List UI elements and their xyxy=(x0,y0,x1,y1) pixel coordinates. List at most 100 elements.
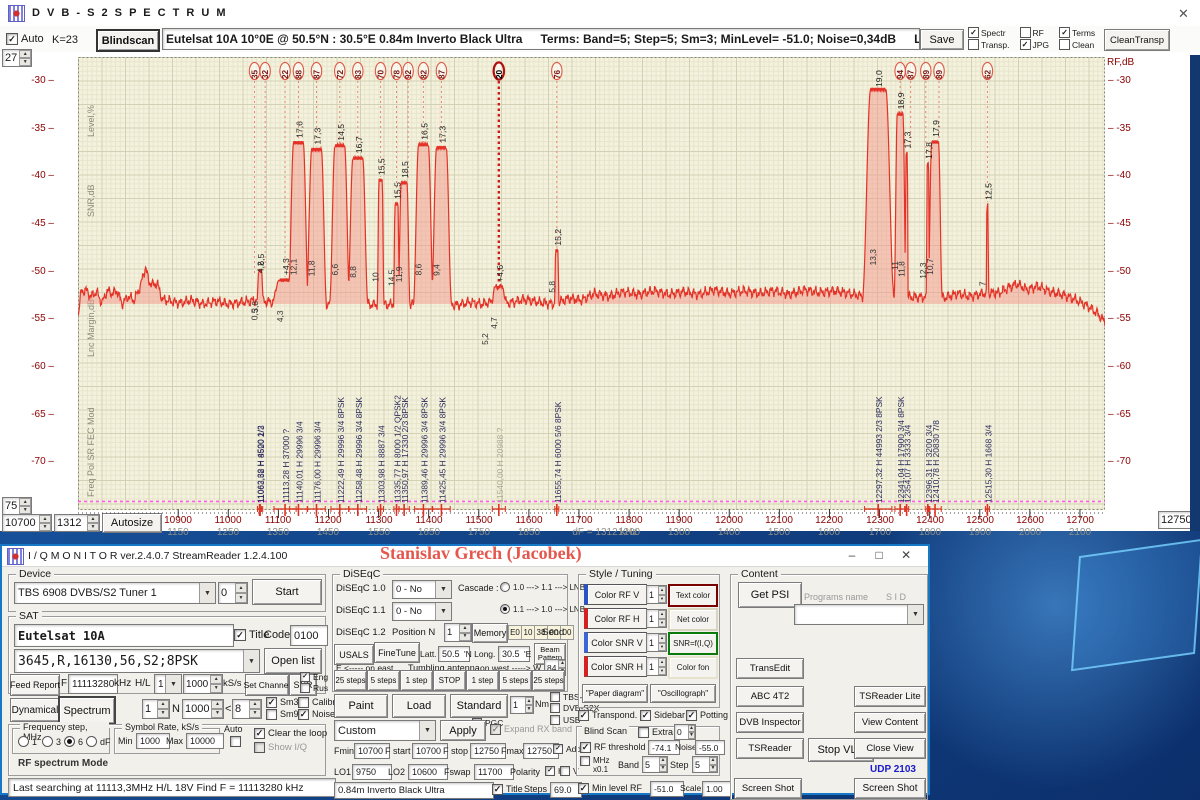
step-spinner-iq[interactable]: 5 ▲ ▼ xyxy=(692,756,718,773)
add-checkbox[interactable]: ✓ Add xyxy=(553,744,581,754)
n2-spinner[interactable]: 1000 ▲ ▼ xyxy=(182,699,224,719)
set-channel-button[interactable]: Set Channel xyxy=(244,674,290,696)
dvbs2x-checkbox[interactable]: DVB-S2X xyxy=(550,703,599,713)
blindscan-button[interactable]: Blindscan xyxy=(96,29,160,52)
cleantransp-button[interactable]: CleanTransp xyxy=(1104,29,1170,51)
color-index-spinner-2[interactable]: 1 ▲ ▼ xyxy=(646,633,667,652)
minimize-icon[interactable]: – xyxy=(848,548,856,562)
content-button-abc-4t2[interactable]: ABC 4T2 xyxy=(736,686,804,707)
band-spinner[interactable]: 5 ▲ ▼ xyxy=(642,756,668,773)
color-button-1[interactable]: Color RF H xyxy=(584,608,647,629)
style-right-button-2[interactable]: SNR=f(I,Q) xyxy=(668,632,718,655)
step-spinner[interactable]: 1312 ▲ ▼ xyxy=(54,514,100,532)
noise-field[interactable]: -55.0 xyxy=(695,740,725,755)
sr-min-field[interactable]: 1000 xyxy=(136,733,170,749)
bottom-scale-spinner[interactable]: 75 ▲ ▼ xyxy=(2,497,32,515)
spectrum-button[interactable]: Spectrum xyxy=(58,696,116,725)
min-level-field[interactable]: -51.0 xyxy=(650,781,684,797)
step-button-3[interactable]: STOP xyxy=(433,670,466,691)
color-button-2[interactable]: Color SNR V xyxy=(584,632,647,653)
style-right-button-0[interactable]: Text color xyxy=(668,584,718,607)
expand-rx-checkbox[interactable]: ✓ Expand RX band xyxy=(490,724,573,735)
memory-button[interactable]: Memory xyxy=(472,623,508,643)
content-button-dvb-inspector[interactable]: DVB Inspector xyxy=(736,712,804,733)
freq-step-radio-dF[interactable]: dF xyxy=(86,736,111,747)
rf-threshold-field[interactable]: -74.1 xyxy=(648,740,680,755)
color-button-0[interactable]: Color RF V xyxy=(584,584,647,605)
auto-sr-checkbox[interactable] xyxy=(230,736,241,747)
diseqc-byte-1[interactable]: 10 xyxy=(521,625,535,640)
show-iq-checkbox[interactable]: Show I/Q xyxy=(254,742,307,753)
step-button-2[interactable]: 1 step xyxy=(400,670,433,691)
up-arrow-icon[interactable]: ▲ xyxy=(658,658,666,667)
eng-checkbox[interactable]: ✓ Eng xyxy=(300,672,328,682)
fmin-spinner[interactable]: 10700 ▲ ▼ xyxy=(2,514,52,532)
steps-field[interactable]: 69.0 xyxy=(550,782,582,798)
n3-spinner[interactable]: 8 ▲ ▼ xyxy=(232,699,262,719)
diseqc-byte-4[interactable]: 00 xyxy=(560,625,574,640)
nm-spinner[interactable]: 1 ▲ ▼ xyxy=(510,696,534,714)
code-field[interactable]: 0100 xyxy=(290,625,328,646)
content-button-tsreader[interactable]: TSReader xyxy=(736,738,804,759)
channel-combo[interactable]: 3645,R,16130,56,S2;8PSK ▼ xyxy=(14,649,260,673)
toolbar-check-spectr[interactable]: ✓ Spectr xyxy=(968,27,1010,38)
dish-title-checkbox[interactable]: ✓ Title xyxy=(492,784,523,795)
screen-shot-right-button[interactable]: Screen Shot xyxy=(854,778,926,799)
color-index-spinner-3[interactable]: 1 ▲ ▼ xyxy=(646,657,667,676)
frequency-field[interactable]: 11113280 xyxy=(68,674,118,694)
potting-checkbox[interactable]: ✓ Potting xyxy=(686,710,729,721)
extra-spinner[interactable]: 0 ▲ ▼ xyxy=(674,724,696,740)
toolbar-check-jpg[interactable]: ✓ JPG xyxy=(1019,39,1049,50)
diseqc-byte-2[interactable]: 38 xyxy=(534,625,548,640)
calibr-checkbox[interactable]: Calibr xyxy=(298,697,336,708)
color-index-spinner-1[interactable]: 1 ▲ ▼ xyxy=(646,609,667,628)
toolbar-check-rf[interactable]: RF xyxy=(1019,27,1050,38)
extra-checkbox[interactable]: Extra xyxy=(638,727,673,738)
content-button-view-content[interactable]: View Content xyxy=(854,712,926,733)
noise-checkbox[interactable]: ✓ Noise xyxy=(298,709,336,720)
mhz-checkbox[interactable]: MHz x0.1 xyxy=(580,756,614,774)
dynamical-button[interactable]: Dynamical xyxy=(10,698,60,722)
toolbar-check-transp[interactable]: Transp. xyxy=(968,39,1010,50)
title-checkbox[interactable]: ✓ Title xyxy=(234,629,269,641)
finetune-button[interactable]: FineTune xyxy=(374,642,420,663)
top-scale-spinner[interactable]: 27 ▲ ▼ xyxy=(2,49,32,67)
sr-spinner[interactable]: 1000 ▲ ▼ xyxy=(183,674,223,694)
style-right-button-3[interactable]: Color fon xyxy=(668,656,718,679)
step-button-6[interactable]: 25 steps xyxy=(532,670,565,691)
paint-button[interactable]: Paint xyxy=(334,694,388,718)
position-spinner[interactable]: 1 ▲ ▼ xyxy=(444,623,472,642)
clear-loop-checkbox[interactable]: ✓ Clear the loop xyxy=(254,728,328,739)
color-button-3[interactable]: Color SNR H xyxy=(584,656,647,677)
up-arrow-icon[interactable]: ▲ xyxy=(658,634,666,643)
toolbar-check-terms[interactable]: ✓ Terms xyxy=(1059,27,1095,38)
diseqc11-combo[interactable]: 0 - No ▼ xyxy=(392,602,452,621)
up-arrow-icon[interactable]: ▲ xyxy=(658,586,666,595)
rf-threshold-checkbox[interactable]: ✓ RF threshold xyxy=(580,742,646,753)
maximize-icon[interactable]: □ xyxy=(875,548,883,562)
apply-button[interactable]: Apply xyxy=(440,720,486,741)
down-arrow-icon[interactable]: ▼ xyxy=(658,594,666,603)
sidebar-checkbox[interactable]: ✓ Sidebar xyxy=(640,710,686,721)
scale-field[interactable]: 1.00 xyxy=(702,781,732,797)
usb-checkbox[interactable]: USB xyxy=(550,715,580,725)
programs-combo[interactable]: ▼ xyxy=(794,604,924,625)
step-button-5[interactable]: 5 steps xyxy=(499,670,532,691)
get-psi-button[interactable]: Get PSI xyxy=(738,582,802,608)
paper-diagram-button[interactable]: "Paper diagram" xyxy=(582,684,648,703)
tuner-combo[interactable]: TBS 6908 DVBS/S2 Tuner 1 ▼ xyxy=(14,582,216,604)
tuner-index-spinner[interactable]: 0 ▲ ▼ xyxy=(218,582,248,604)
content-button-transedit[interactable]: TransEdit xyxy=(736,658,804,679)
auto-checkbox[interactable]: ✓ Auto xyxy=(6,33,44,45)
close-icon[interactable]: ✕ xyxy=(901,548,912,562)
start-button[interactable]: Start xyxy=(252,579,322,605)
open-list-button[interactable]: Open list xyxy=(264,648,322,674)
lo2-field[interactable]: 10600 xyxy=(408,764,448,780)
hl-combo[interactable]: 1 ▼ xyxy=(154,674,182,694)
close-icon[interactable]: ✕ xyxy=(1178,6,1189,21)
feed-report-button[interactable]: Feed Report xyxy=(10,674,60,696)
freq-step-radio-3[interactable]: 3 xyxy=(42,736,61,747)
min-level-checkbox[interactable]: ✓ Min level RF xyxy=(578,783,643,794)
dish-field[interactable]: 0.84m Inverto Black Ultra xyxy=(334,782,494,799)
fmin-field[interactable]: 10700 xyxy=(354,743,390,759)
